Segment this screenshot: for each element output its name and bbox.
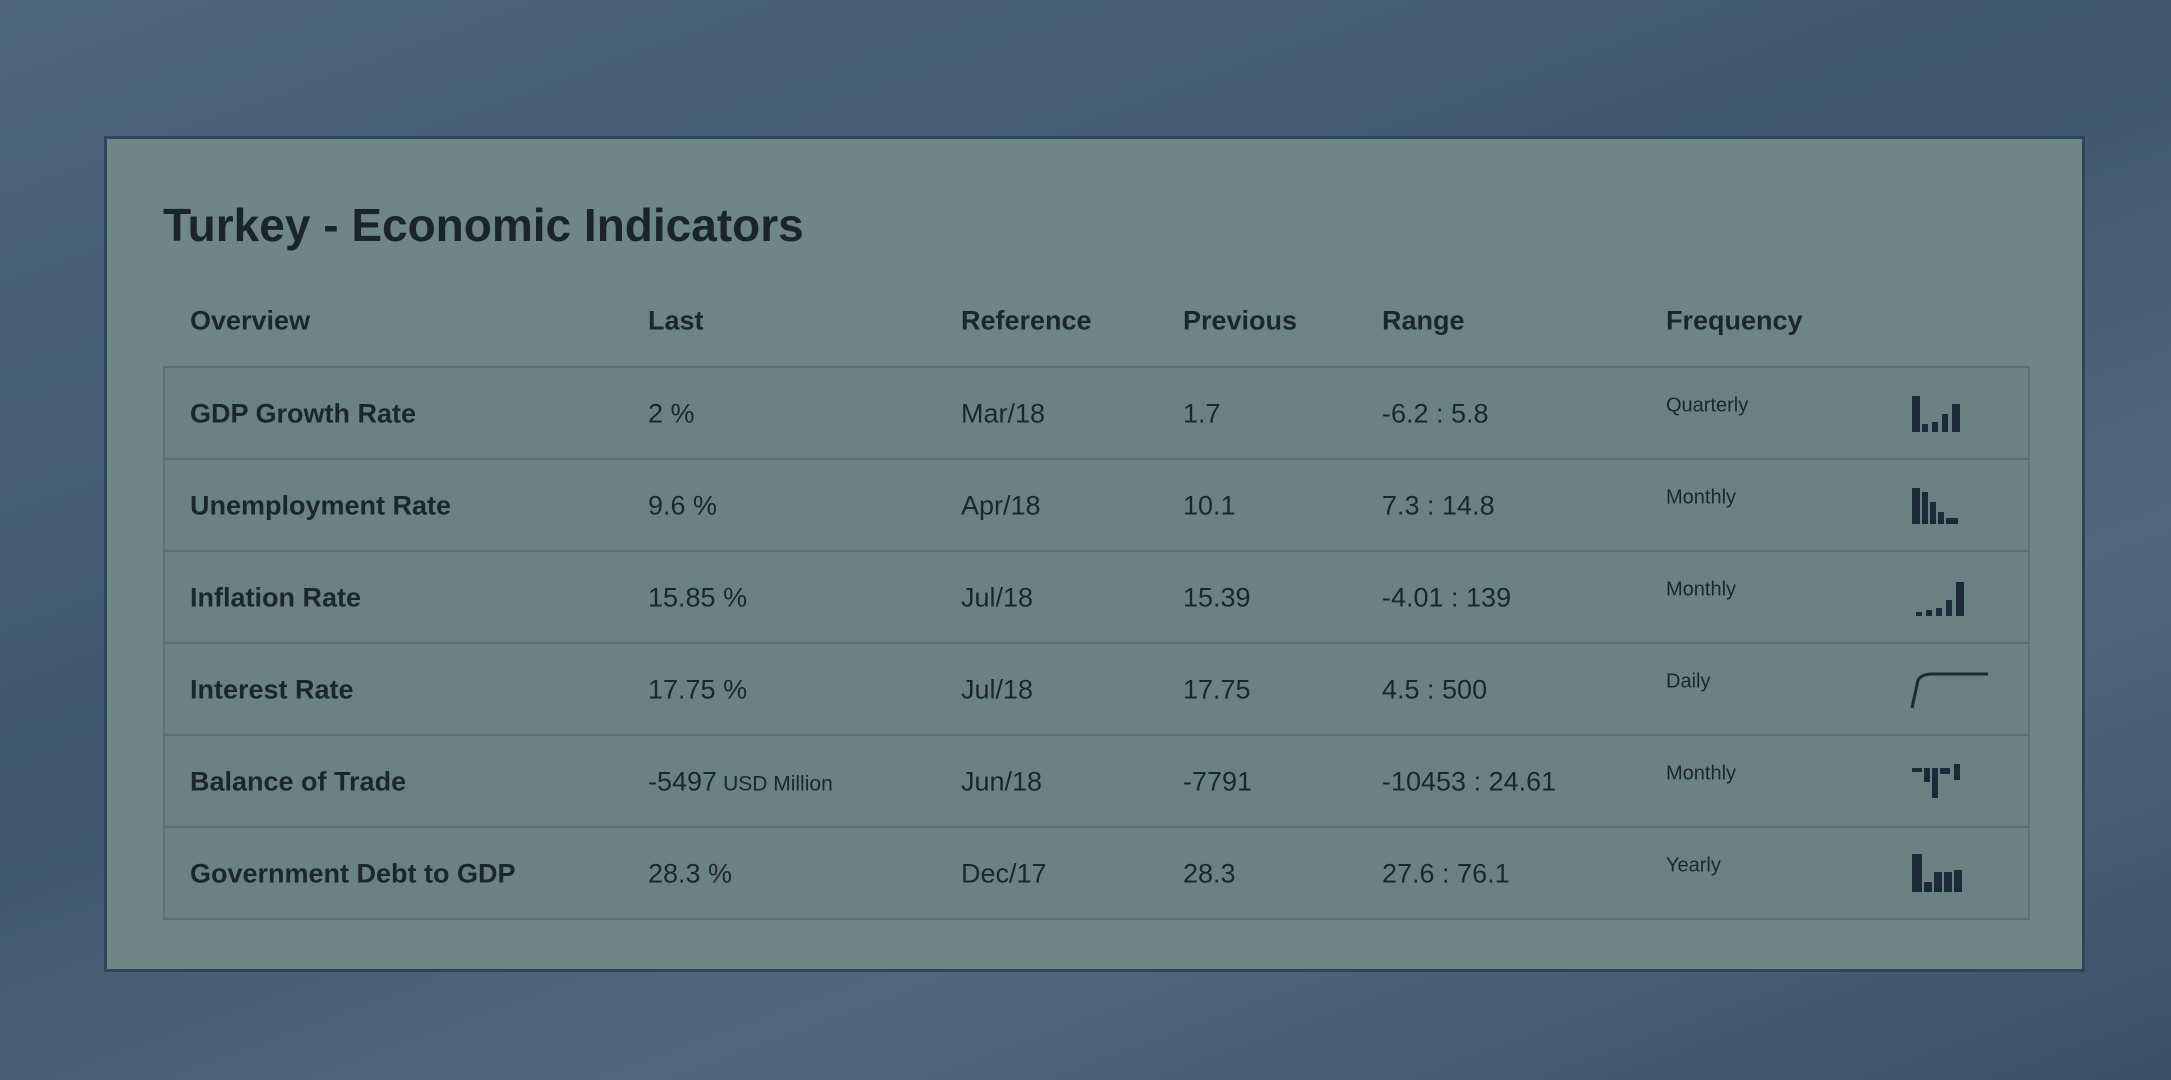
cell-value: 28.3 % xyxy=(648,858,733,889)
cell-value: 15.85 % xyxy=(648,582,748,613)
cell-value: -10453 : 24.61 xyxy=(1382,766,1557,797)
cell-value: Monthly xyxy=(1666,762,1737,785)
cell-value: 15.39 xyxy=(1183,582,1251,613)
cell-value: Daily xyxy=(1666,670,1711,693)
sparkline-icon xyxy=(1912,854,1962,892)
table-row xyxy=(163,644,2030,736)
table-row xyxy=(163,552,2030,644)
cell-value: 27.6 : 76.1 xyxy=(1382,858,1510,889)
cell-value: 2 % xyxy=(648,398,695,429)
cell-value: 7.3 : 14.8 xyxy=(1382,490,1495,521)
sparkline-icon xyxy=(1912,488,1958,524)
sparkline-icon xyxy=(1910,672,1988,709)
cell-value: -6.2 : 5.8 xyxy=(1382,398,1489,429)
cell-value: 9.6 % xyxy=(648,490,718,521)
cell-value: Jun/18 xyxy=(961,766,1043,797)
column-header: Frequency xyxy=(1666,305,1803,336)
sparkline-icon xyxy=(1916,582,1964,616)
cell-value: Monthly xyxy=(1666,578,1737,601)
column-header: Reference xyxy=(961,305,1092,336)
cell-value: -5497 USD Million xyxy=(648,766,833,797)
column-header: Range xyxy=(1382,305,1465,336)
cell-value: 17.75 % xyxy=(648,674,748,705)
cell-value: Mar/18 xyxy=(961,398,1046,429)
cell-value: Yearly xyxy=(1666,854,1721,877)
indicator-name: Inflation Rate xyxy=(190,582,362,613)
cell-value: Dec/17 xyxy=(961,858,1047,889)
table-row xyxy=(163,736,2030,828)
column-header: Overview xyxy=(190,305,311,336)
unit: USD Million xyxy=(723,772,833,796)
cell-value: Monthly xyxy=(1666,486,1737,509)
cell-value: 10.1 xyxy=(1183,490,1236,521)
column-header: Previous xyxy=(1183,305,1298,336)
cell-value: 1.7 xyxy=(1183,398,1221,429)
cell-value: Jul/18 xyxy=(961,674,1034,705)
cell-value: 17.75 xyxy=(1183,674,1251,705)
cell-value: -7791 xyxy=(1183,766,1253,797)
sparkline-icon xyxy=(1912,396,1960,432)
table-row xyxy=(163,460,2030,552)
indicator-name: Interest Rate xyxy=(190,674,354,705)
indicator-name: Unemployment Rate xyxy=(190,490,452,521)
header-row xyxy=(163,274,2030,368)
table xyxy=(163,274,2030,920)
cell-value: 4.5 : 500 xyxy=(1382,674,1488,705)
table-row xyxy=(163,368,2030,460)
indicator-name: GDP Growth Rate xyxy=(190,398,417,429)
indicator-name: Government Debt to GDP xyxy=(190,858,516,889)
title: Turkey - Economic Indicators xyxy=(163,199,804,251)
cell-value: Jul/18 xyxy=(961,582,1034,613)
cell-value: Quarterly xyxy=(1666,394,1749,417)
cell-value: 28.3 xyxy=(1183,858,1236,889)
cell-value: -4.01 : 139 xyxy=(1382,582,1512,613)
sparkline-icon xyxy=(1912,764,1960,798)
table-row xyxy=(163,828,2030,920)
column-header: Last xyxy=(648,305,704,336)
indicator-name: Balance of Trade xyxy=(190,766,407,797)
cell-value: Apr/18 xyxy=(961,490,1041,521)
